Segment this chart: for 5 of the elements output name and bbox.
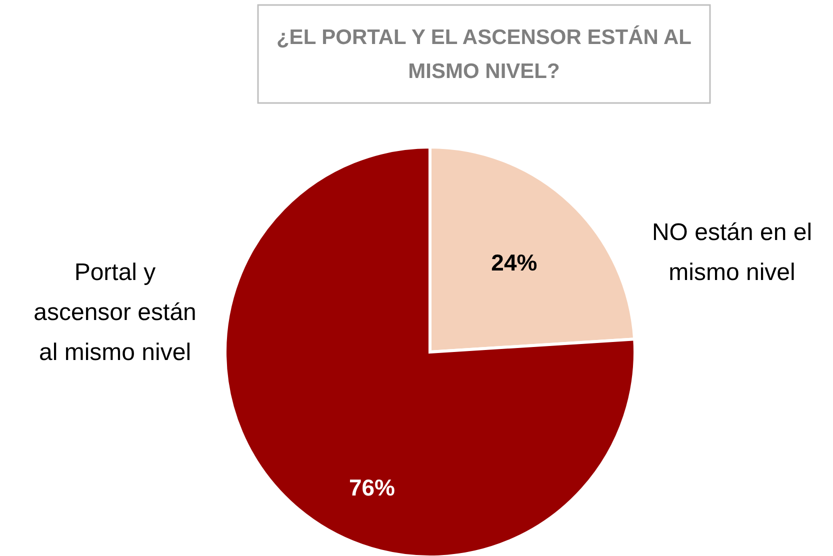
- slice-label: Portal y ascensor están al mismo nivel: [34, 259, 196, 366]
- data-label: 24%: [491, 249, 538, 276]
- slice-label: NO están en el mismo nivel: [652, 219, 812, 286]
- chart-title: ¿EL PORTAL Y EL ASCENSOR ESTÁN AL MISMO NIVEL?: [276, 25, 692, 83]
- data-label: 76%: [348, 474, 396, 501]
